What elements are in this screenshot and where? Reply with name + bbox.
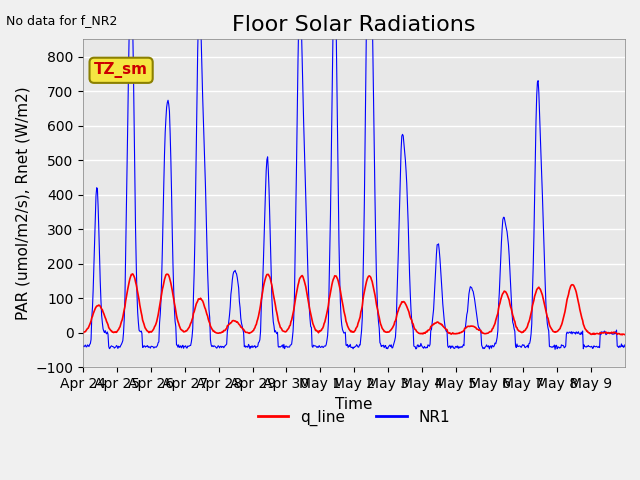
- q_line: [291, 302, 298, 308]
- Line: NR1: NR1: [83, 0, 625, 349]
- NR1: [441, 323, 449, 328]
- Y-axis label: PAR (umol/m2/s), Rnet (W/m2): PAR (umol/m2/s), Rnet (W/m2): [15, 86, 30, 320]
- NR1: [243, 344, 250, 349]
- q_line: [270, 295, 278, 300]
- q_line: [243, 329, 251, 335]
- Legend: q_line, NR1: q_line, NR1: [252, 403, 456, 432]
- NR1: [621, 342, 629, 348]
- NR1: [290, 314, 298, 320]
- q_line: [621, 332, 629, 337]
- NR1: [79, 343, 87, 349]
- q_line: [441, 325, 449, 331]
- q_line: [129, 271, 136, 277]
- q_line: [144, 328, 152, 334]
- Text: No data for f_NR2: No data for f_NR2: [6, 14, 118, 27]
- NR1: [411, 344, 419, 349]
- q_line: [411, 326, 419, 332]
- X-axis label: Time: Time: [335, 396, 373, 412]
- q_line: [79, 330, 87, 336]
- q_line: [618, 332, 626, 337]
- NR1: [269, 319, 277, 324]
- Text: TZ_sm: TZ_sm: [94, 62, 148, 78]
- NR1: [143, 344, 150, 349]
- Title: Floor Solar Radiations: Floor Solar Radiations: [232, 15, 476, 35]
- Line: q_line: q_line: [83, 274, 625, 335]
- NR1: [551, 347, 559, 352]
